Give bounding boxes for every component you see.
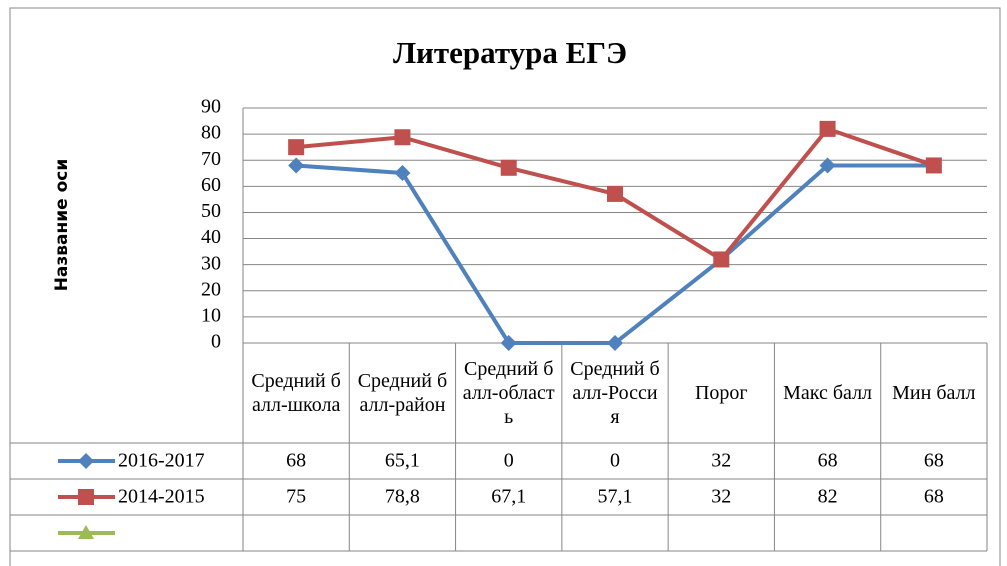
y-tick-label: 60: [201, 174, 221, 196]
y-tick-label: 40: [201, 226, 221, 248]
y-tick-label: 70: [201, 148, 221, 170]
data-label: 32: [711, 486, 731, 508]
y-tick-label: 90: [201, 96, 221, 118]
data-label: 68: [818, 450, 838, 472]
x-tick-label: Средний балл-Россия: [570, 358, 660, 428]
marker: [500, 159, 517, 176]
x-tick-label: Макс балл: [783, 382, 873, 404]
marker: [713, 251, 730, 268]
marker: [925, 157, 942, 174]
marker: [394, 165, 411, 182]
x-tick-label: Средний балл-район: [357, 370, 448, 416]
x-tick-label: Средний балл-область: [462, 358, 555, 428]
marker: [288, 157, 305, 174]
x-tick-label: Средний балл-школа: [251, 370, 341, 416]
marker: [78, 525, 94, 539]
chart-border: [9, 7, 1001, 566]
data-label: 68: [286, 450, 306, 472]
data-label: 67,1: [491, 486, 526, 508]
legend-label: 2016-2017: [118, 450, 205, 472]
marker: [394, 129, 411, 146]
marker: [819, 120, 836, 137]
marker: [500, 335, 517, 351]
data-label: 57,1: [598, 486, 633, 508]
y-tick-label: 80: [201, 122, 221, 144]
x-tick-label: Мин балл: [892, 382, 976, 404]
data-label: 65,1: [385, 450, 420, 472]
y-tick-label: 30: [201, 252, 221, 274]
y-axis-title: Название оси: [52, 159, 72, 292]
chart-title: Литература ЕГЭ: [393, 35, 627, 70]
data-label: 68: [924, 486, 944, 508]
marker: [607, 185, 623, 202]
data-label: 32: [711, 450, 731, 472]
marker: [288, 139, 305, 156]
legend-label: 2014-2015: [118, 486, 205, 508]
marker: [78, 489, 94, 505]
marker: [78, 453, 94, 469]
data-label: 0: [610, 450, 620, 472]
data-label: 82: [818, 486, 838, 508]
marker: [819, 157, 836, 174]
x-tick-label: Порог: [694, 382, 748, 404]
data-label: 78,8: [385, 486, 420, 508]
data-label: 0: [504, 450, 514, 472]
y-tick-label: 50: [201, 200, 221, 222]
data-label: 68: [924, 450, 944, 472]
marker: [607, 335, 623, 351]
data-label: 75: [286, 486, 306, 508]
y-tick-label: 20: [201, 278, 221, 300]
y-tick-label: 10: [201, 304, 221, 326]
y-tick-label: 0: [211, 331, 221, 353]
